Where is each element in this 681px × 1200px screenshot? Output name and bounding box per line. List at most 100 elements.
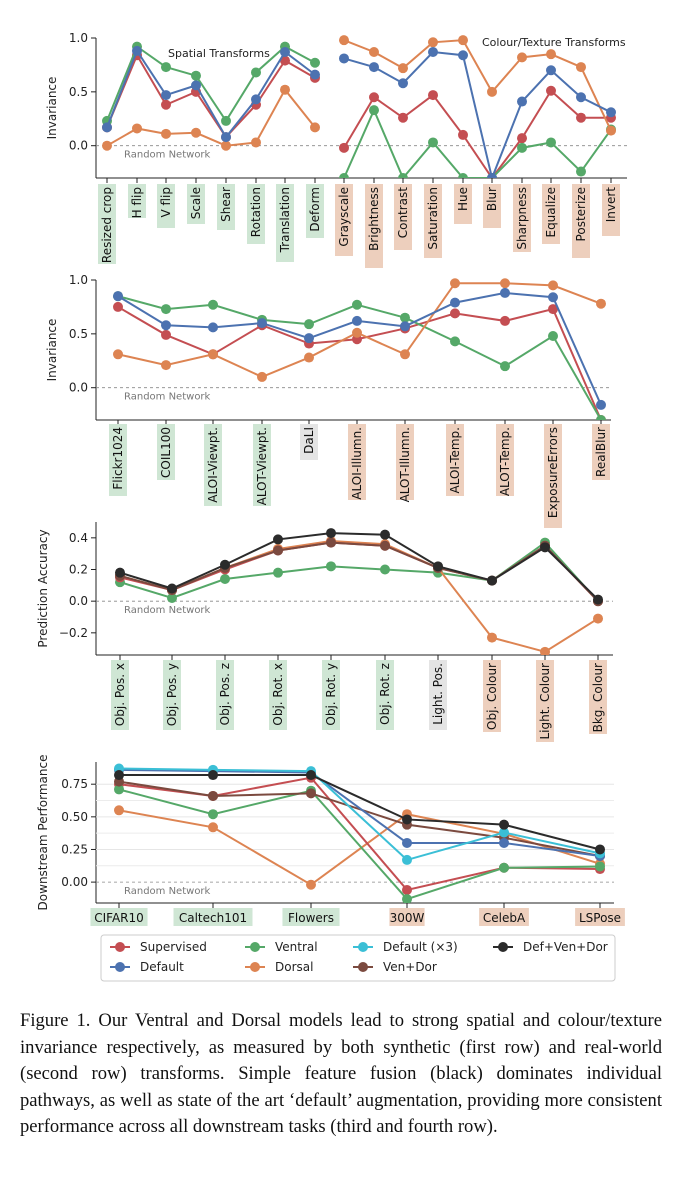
series-line-supervised [119,541,599,602]
data-point-default [576,92,586,103]
y-axis-label: Downstream Performance [36,755,50,911]
category-highlight [542,184,560,244]
data-point-dorsal [339,35,349,46]
data-point-supervised [113,301,123,312]
category-highlight [300,424,318,460]
x-tick-label: Contrast [396,187,410,239]
data-point-supervised [458,129,468,140]
category-highlight [479,908,529,926]
data-point-def-ven-dor [540,542,550,553]
data-point-default [161,320,171,331]
data-point-def-ven-dor [433,561,443,572]
category-highlight [111,660,129,730]
y-tick-label: 0.25 [61,842,88,856]
data-point-ventral [208,299,218,310]
category-highlight [496,424,514,496]
data-point-dorsal [540,646,550,655]
data-point-def-ven-dor [380,529,390,540]
data-point-ventral [273,567,283,578]
category-highlight [282,908,340,926]
category-highlight [157,184,175,228]
data-point-default [208,322,218,333]
category-highlight [589,660,607,734]
legend-item: Ventral [245,940,318,954]
legend-item: Default (×3) [353,940,458,954]
data-point-dorsal [576,62,586,73]
data-point-supervised [161,99,171,110]
category-highlight [602,184,620,236]
data-point-default [402,837,412,848]
series-line-default [118,768,601,857]
data-point-dorsal [114,805,124,816]
data-point-ventral [548,331,558,341]
legend-label: Dorsal [275,960,313,974]
data-point-default [546,65,556,76]
figure-caption: Figure 1. Our Ventral and Dorsal models … [20,1010,662,1137]
series-line-supervised [106,52,316,139]
category-highlight [204,424,222,506]
category-highlight [424,184,442,258]
category-highlight [389,908,425,926]
x-tick-label: ALOI-Temp. [448,427,462,493]
data-point-def-ven-dor [273,534,283,545]
data-point-default [428,47,438,57]
x-tick-label: Rotation [249,187,263,237]
category-highlight [348,424,366,500]
data-point-def-ven-dor [593,594,603,605]
data-point-default [161,90,171,101]
x-tick-label: Equalize [544,187,558,238]
category-highlight [365,184,383,268]
data-point-dorsal [517,52,527,63]
legend-item: Ven+Dor [353,960,437,974]
data-point-dorsal [596,298,606,309]
data-point-dorsal [161,128,171,139]
data-point-ventral [369,105,379,116]
data-point-dorsal [352,327,362,338]
x-tick-label: Sharpness [515,187,529,250]
random-network-label: Random Network [124,392,211,403]
x-tick-label: Light. Colour [538,663,552,740]
data-point-dorsal [546,49,556,60]
category-highlight [483,184,501,228]
x-tick-label: Brightness [367,187,381,251]
category-highlight [306,184,324,238]
category-highlight [217,184,235,230]
data-point-dorsal [306,879,316,890]
data-point-ventral [595,861,605,872]
x-tick-label: Obj. Pos. y [165,663,179,726]
x-tick-label: Deform [308,187,322,232]
data-point-def-ven-dor [326,528,336,539]
data-point-def-ven-dor [487,575,497,586]
data-point-def-ven-dor [306,770,316,781]
chart-panel-3: −0.2 0.0 0.2 0.4 Prediction Accuracy Random N… [36,522,613,742]
category-highlight [247,184,265,244]
figure-canvas: 0.0 0.5 1.0 Invariance Random Network Resized… [36,31,627,982]
data-point-supervised [398,112,408,123]
legend-label: Ventral [275,940,318,954]
data-point-ventral [161,304,171,315]
legend-swatch-marker [250,962,260,972]
series-line-ven-dor [119,541,599,602]
legend-frame [100,934,616,982]
data-point-default [257,318,267,329]
category-highlight [394,184,412,250]
series-line-ventral [119,541,599,602]
y-tick-label: 0.0 [69,381,88,395]
data-point-ventral [208,809,218,820]
data-point-default [596,399,606,410]
data-point-dorsal [500,278,510,289]
data-point-ventral [304,319,314,330]
legend-swatch-marker [115,942,125,952]
data-point-supervised [546,85,556,96]
x-tick-label: ALOI-Illumn. [350,427,364,500]
x-tick-label: COIL100 [159,427,173,478]
x-tick-label: ALOT-Illumn. [398,427,412,502]
data-point-ventral [167,593,177,603]
data-point-default [280,47,290,57]
y-tick-label: 0.0 [69,594,88,608]
data-point-default [487,173,497,178]
data-point-dorsal [487,86,497,97]
series-line-def-ven-dor [119,532,599,601]
data-point-supervised [280,55,290,66]
legend-swatch-marker [498,942,508,952]
